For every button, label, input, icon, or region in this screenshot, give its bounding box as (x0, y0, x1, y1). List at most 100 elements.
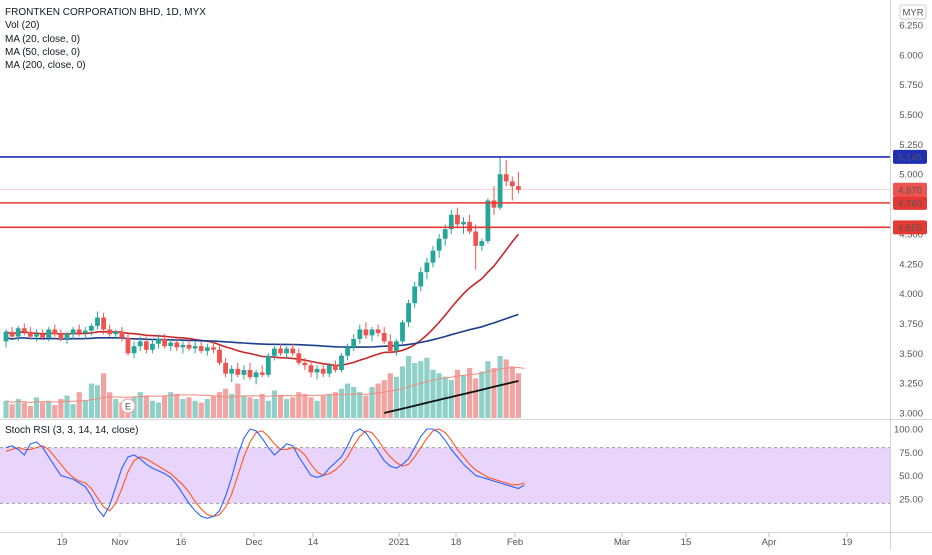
rsi-band (0, 447, 890, 504)
candle-body[interactable] (375, 329, 381, 334)
candle-body[interactable] (241, 370, 247, 375)
ma200-line[interactable] (383, 380, 519, 414)
legend-ma50[interactable]: MA (50, close, 0) (5, 46, 81, 58)
legend-ma200[interactable]: MA (200, close, 0) (5, 60, 86, 72)
candle-body[interactable] (198, 346, 204, 351)
candle-body[interactable] (131, 346, 137, 354)
candle-body[interactable] (333, 365, 338, 371)
candle-body[interactable] (70, 329, 76, 335)
legend-volume[interactable]: Vol (20) (5, 20, 40, 32)
legend-ma20[interactable]: MA (20, close, 0) (5, 33, 81, 45)
candle-body[interactable] (235, 368, 241, 375)
ma50-line[interactable] (5, 313, 519, 349)
candle-body[interactable] (339, 355, 344, 371)
stoch-rsi-title[interactable]: Stoch RSI (3, 3, 14, 14, close) (5, 425, 139, 436)
earnings-marker-icon[interactable] (120, 398, 136, 414)
candle-body[interactable] (28, 331, 33, 337)
candle-body[interactable] (119, 331, 125, 338)
candle-body[interactable] (418, 272, 424, 287)
candle-body[interactable] (381, 333, 387, 342)
candle-body[interactable] (369, 329, 375, 336)
candle-body[interactable] (162, 338, 167, 347)
candle-body[interactable] (192, 346, 198, 349)
candle-body[interactable] (284, 348, 289, 354)
candle-body[interactable] (15, 328, 21, 337)
candle-body[interactable] (326, 365, 332, 374)
candle-body[interactable] (204, 347, 210, 351)
candle-body[interactable] (479, 241, 485, 246)
candle-body[interactable] (406, 303, 411, 323)
candle-body[interactable] (394, 341, 399, 351)
candle-body[interactable] (448, 214, 454, 230)
candle-body[interactable] (156, 338, 161, 344)
volume-bar (198, 402, 204, 418)
candle-body[interactable] (509, 181, 515, 187)
candle-body[interactable] (52, 329, 58, 335)
candle-body[interactable] (211, 347, 216, 350)
candle-body[interactable] (229, 368, 235, 374)
candle-body[interactable] (314, 368, 320, 373)
candle-body[interactable] (357, 329, 363, 339)
candle-body[interactable] (95, 317, 100, 326)
candle-body[interactable] (461, 221, 466, 225)
rsi-d-line[interactable] (5, 428, 525, 517)
candle-body[interactable] (217, 349, 222, 363)
candle-body[interactable] (290, 348, 296, 354)
candle-body[interactable] (168, 342, 174, 347)
candle-body[interactable] (503, 174, 509, 182)
candle-body[interactable] (82, 330, 88, 334)
candle-body[interactable] (143, 341, 149, 350)
candle-body[interactable] (442, 229, 448, 239)
candle-body[interactable] (180, 344, 186, 348)
currency-badge[interactable] (899, 4, 927, 20)
candle-body[interactable] (345, 347, 350, 356)
candle-body[interactable] (387, 341, 393, 351)
candle-body[interactable] (400, 322, 405, 342)
candle-body[interactable] (89, 325, 94, 331)
candle-body[interactable] (223, 362, 228, 374)
candle-body[interactable] (516, 186, 521, 190)
candle-body[interactable] (247, 370, 253, 378)
candle-body[interactable] (40, 334, 45, 338)
candle-body[interactable] (485, 200, 491, 242)
candle-body[interactable] (107, 329, 113, 335)
candle-body[interactable] (259, 372, 265, 375)
candle-body[interactable] (363, 329, 369, 336)
candle-body[interactable] (278, 348, 283, 354)
candle-body[interactable] (430, 250, 436, 263)
candle-body[interactable] (497, 174, 503, 208)
candle-body[interactable] (113, 331, 119, 335)
candle-body[interactable] (436, 238, 442, 251)
candle-body[interactable] (186, 344, 192, 349)
volume-bar (235, 383, 241, 418)
candle-body[interactable] (58, 334, 64, 339)
candle-body[interactable] (9, 331, 15, 337)
candle-body[interactable] (265, 355, 271, 375)
candle-body[interactable] (302, 362, 308, 366)
candle-body[interactable] (150, 343, 155, 350)
candle-body[interactable] (174, 342, 180, 348)
candle-body[interactable] (308, 365, 314, 373)
candle-body[interactable] (412, 286, 418, 304)
candle-body[interactable] (296, 353, 302, 363)
candle-body[interactable] (34, 334, 39, 337)
candle-body[interactable] (3, 331, 9, 342)
candle-body[interactable] (76, 329, 82, 334)
rsi-k-line[interactable] (5, 428, 525, 519)
candle-body[interactable] (253, 372, 259, 378)
candle-body[interactable] (272, 348, 277, 356)
candle-body[interactable] (101, 317, 106, 330)
candle-body[interactable] (21, 328, 27, 332)
candle-body[interactable] (424, 262, 430, 273)
candle-body[interactable] (125, 337, 131, 354)
candle-body[interactable] (320, 368, 326, 374)
candle-body[interactable] (46, 329, 52, 338)
candle-body[interactable] (455, 214, 460, 225)
candle-body[interactable] (491, 200, 497, 208)
candle-body[interactable] (473, 231, 479, 246)
candle-body[interactable] (64, 334, 70, 339)
candle-body[interactable] (351, 338, 357, 348)
candle-body[interactable] (137, 341, 143, 347)
